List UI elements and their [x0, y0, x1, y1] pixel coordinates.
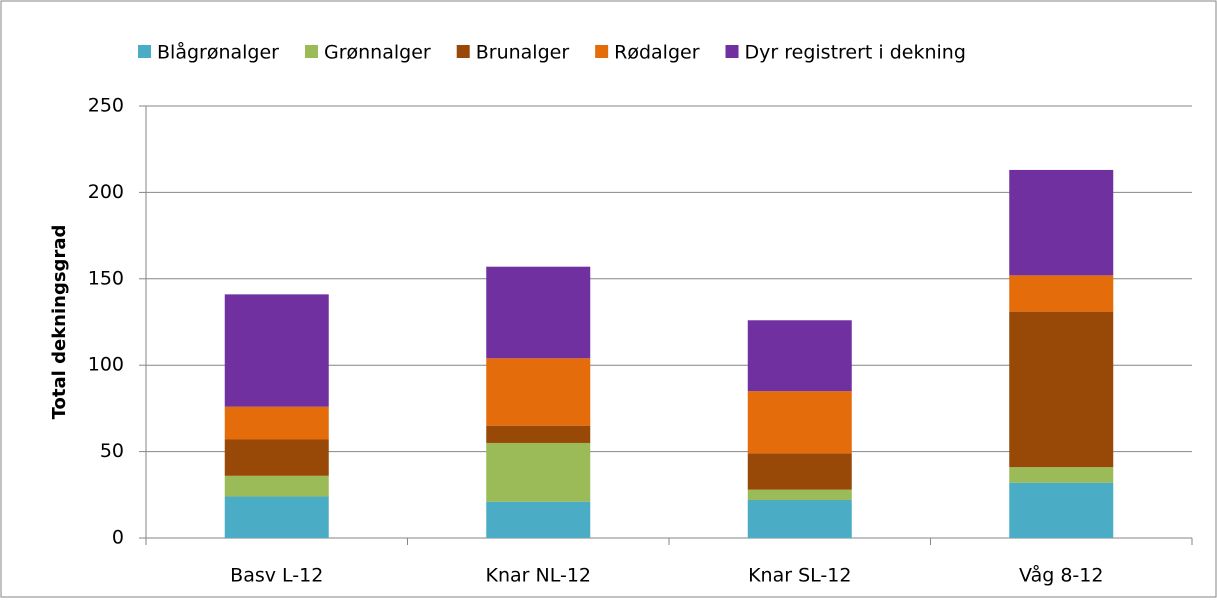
- y-tick-label: 100: [88, 354, 124, 376]
- legend-label: Rødalger: [614, 42, 700, 64]
- bar-segment: [224, 406, 329, 440]
- legend-label: Grønnalger: [324, 42, 431, 64]
- x-tick-label: Knar NL-12: [486, 565, 592, 587]
- bar-segment: [224, 475, 329, 497]
- bar-segment: [486, 266, 591, 359]
- x-tick-label: Knar SL-12: [748, 565, 851, 587]
- x-tick-label: Basv L-12: [230, 565, 323, 587]
- y-tick-label: 0: [112, 527, 124, 549]
- legend-swatch: [138, 45, 151, 58]
- legend-swatch: [595, 45, 609, 58]
- y-tick-label: 50: [100, 440, 124, 462]
- x-tick-label: Våg 8-12: [1019, 564, 1103, 587]
- legend-label: Dyr registrert i dekning: [745, 42, 966, 64]
- bar-segment: [486, 501, 591, 538]
- bar-segment: [747, 499, 852, 538]
- y-tick-label: 250: [88, 95, 124, 117]
- bar-segment: [486, 425, 591, 443]
- bar-segment: [747, 320, 852, 392]
- bar-segment: [486, 358, 591, 426]
- bar-segment: [224, 439, 329, 476]
- legend-swatch: [304, 45, 318, 58]
- bar-segment: [486, 442, 591, 502]
- legend-swatch: [456, 45, 470, 58]
- bar-segment: [224, 294, 329, 407]
- bar-segment: [1009, 482, 1114, 538]
- bar-segment: [1009, 169, 1114, 276]
- bar-segment: [1009, 275, 1114, 312]
- legend-label: Brunalger: [476, 42, 570, 64]
- y-tick-label: 200: [88, 181, 124, 203]
- legend-swatch: [725, 45, 739, 58]
- bar-segment: [224, 496, 329, 538]
- bar-segment: [747, 453, 852, 490]
- bar-segment: [747, 391, 852, 454]
- y-axis-label: Total dekningsgrad: [49, 225, 70, 420]
- legend-label: Blågrønalger: [157, 41, 279, 64]
- bar-segment: [1009, 467, 1114, 483]
- bar-segment: [747, 489, 852, 500]
- y-tick-label: 150: [88, 267, 124, 289]
- bar-segment: [1009, 311, 1114, 468]
